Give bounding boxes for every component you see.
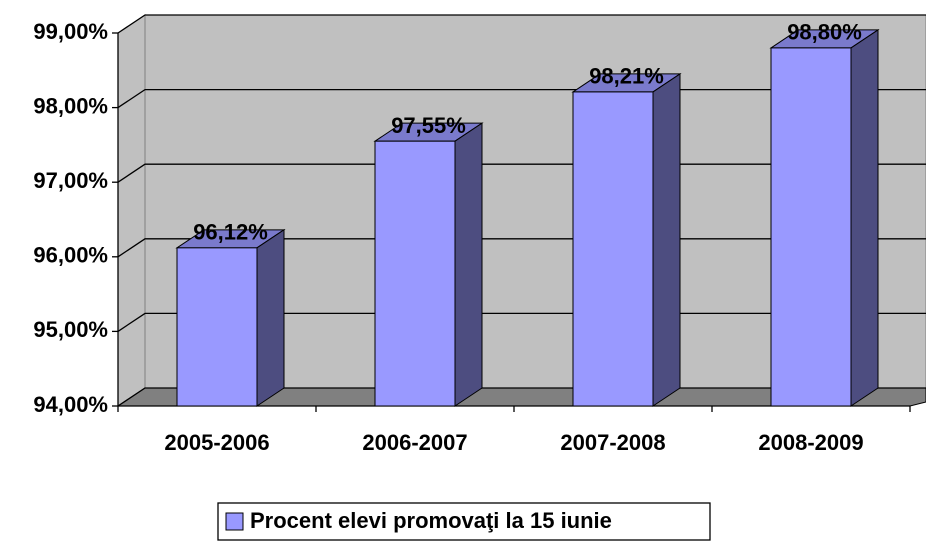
legend-box [217,502,711,541]
x-tick-label: 2005-2006 [164,430,269,455]
bar-side [652,72,681,407]
y-tick-label: 98,00% [33,93,108,118]
x-tick-label: 2007-2008 [560,430,665,455]
y-tick-label: 94,00% [33,392,108,417]
value-label: 98,21% [589,64,664,89]
bar-side [256,228,285,407]
bar [374,140,456,407]
value-label: 96,12% [193,220,268,245]
legend-label: Procent elevi promovaţi la 15 iunie [250,508,612,533]
grid-line [117,14,926,34]
value-label: 97,55% [391,113,466,138]
bar [572,91,654,407]
side-wall [117,14,146,407]
y-tick-label: 95,00% [33,317,108,342]
value-label: 98,80% [787,20,862,45]
y-tick-label: 99,00% [33,19,108,44]
bar-side [850,28,879,407]
bar [176,247,258,407]
bar-side [454,122,483,407]
bar [770,47,852,407]
legend-swatch [225,512,244,531]
x-tick-label: 2006-2007 [362,430,467,455]
y-tick-label: 96,00% [33,243,108,268]
x-tick-label: 2008-2009 [758,430,863,455]
y-tick-label: 97,00% [33,168,108,193]
